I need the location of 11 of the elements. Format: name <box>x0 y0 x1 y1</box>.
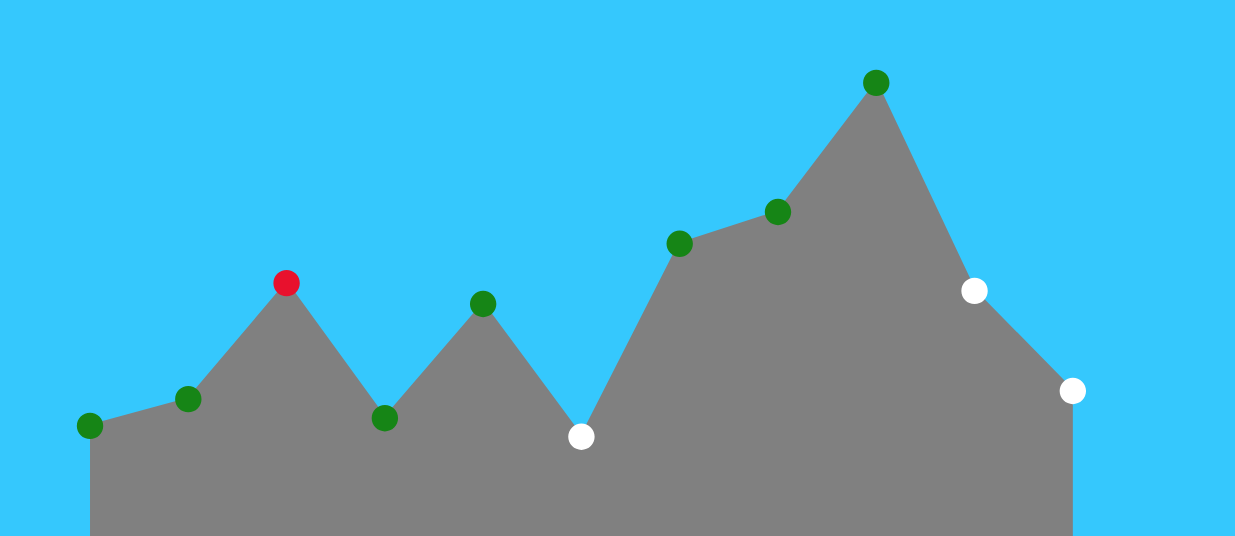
point <box>863 69 890 97</box>
point <box>469 290 497 318</box>
point <box>666 230 693 257</box>
point <box>764 198 792 226</box>
point <box>568 423 595 450</box>
point <box>371 405 399 432</box>
point <box>273 269 300 297</box>
point <box>1059 377 1087 405</box>
point <box>175 385 202 413</box>
point <box>76 412 104 440</box>
point <box>961 277 988 305</box>
